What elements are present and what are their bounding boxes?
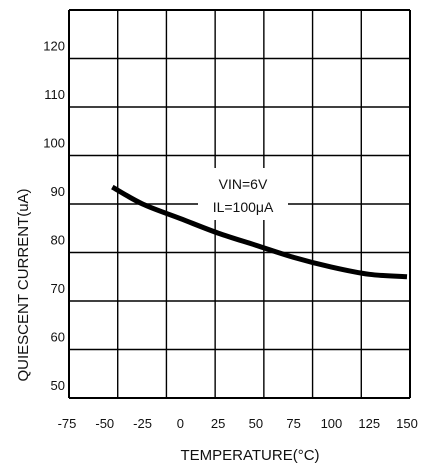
x-tick-label: 125 (358, 416, 380, 431)
y-tick-labels: 120 110 100 90 80 70 60 50 (43, 39, 65, 394)
series-line-quiescent-current (111, 184, 408, 280)
y-tick-label: 80 (51, 233, 65, 248)
x-tick-label: -75 (58, 416, 77, 431)
x-tick-label: 50 (249, 416, 263, 431)
x-tick-label: 0 (177, 416, 184, 431)
y-tick-label: 110 (44, 87, 65, 102)
x-tick-label: 75 (286, 416, 300, 431)
x-tick-label: -25 (133, 416, 152, 431)
series-layer (111, 184, 408, 280)
grid (68, 9, 411, 399)
annotation-vin: VIN=6V (219, 176, 268, 192)
x-tick-labels: -75 -50 -25 0 25 50 75 100 125 150 (58, 416, 418, 431)
y-tick-label: 70 (51, 281, 65, 296)
y-tick-label: 60 (51, 330, 65, 345)
x-tick-label: 150 (396, 416, 418, 431)
x-tick-label: -50 (95, 416, 114, 431)
annotation-il: IL=100μA (213, 199, 274, 215)
y-axis-title: QUIESCENT CURRENT(uA) (15, 188, 32, 381)
y-tick-label: 90 (51, 184, 65, 199)
x-tick-label: 100 (321, 416, 343, 431)
x-tick-label: 25 (211, 416, 225, 431)
y-tick-label: 120 (43, 39, 65, 54)
x-axis-title: TEMPERATURE(°C) (180, 447, 319, 464)
y-tick-label: 100 (43, 136, 65, 151)
annotation-box (198, 168, 288, 220)
y-tick-label: 50 (51, 378, 65, 393)
